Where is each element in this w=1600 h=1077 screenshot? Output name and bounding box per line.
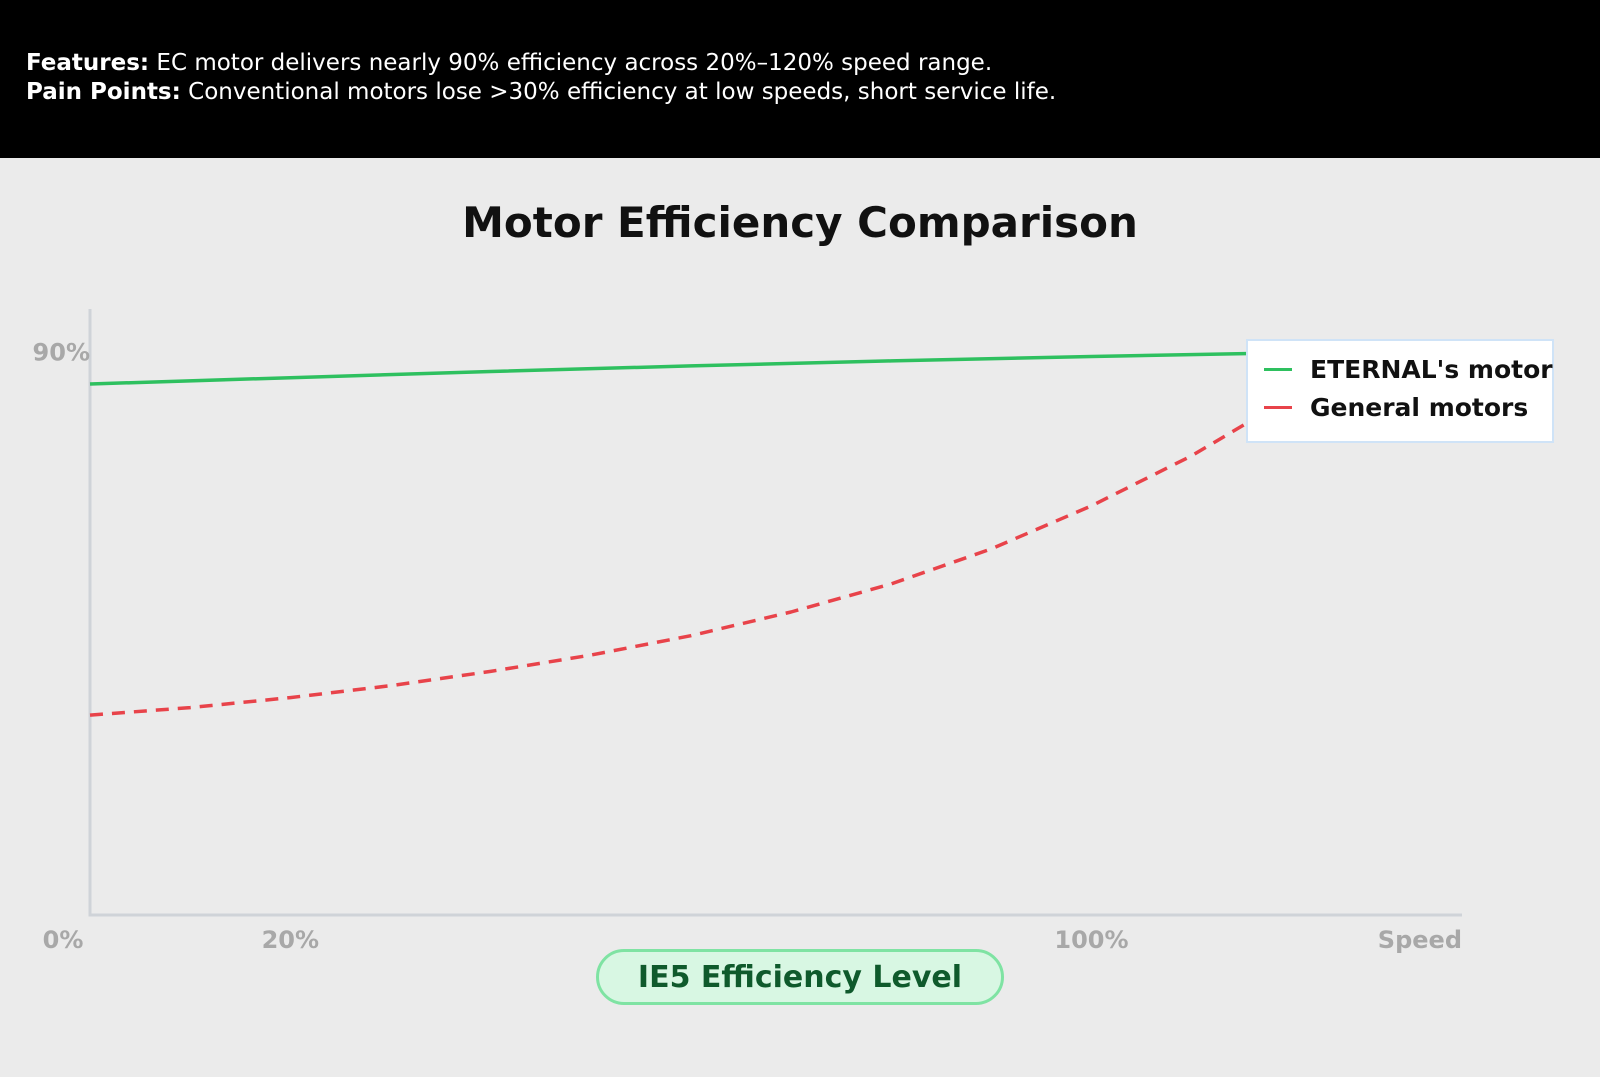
legend-swatch-eternal <box>1264 367 1292 371</box>
pain-points-label: Pain Points: <box>26 79 181 105</box>
pain-points-line: Pain Points: Conventional motors lose >3… <box>26 77 1056 107</box>
x-tick-label: 100% <box>1054 926 1128 954</box>
x-tick-label: 20% <box>262 926 319 954</box>
legend-swatch-general <box>1264 405 1292 409</box>
legend-label-general: General motors <box>1310 392 1529 422</box>
features-label: Features: <box>26 50 150 76</box>
x-axis-title: Speed <box>1378 926 1462 954</box>
features-line: Features: EC motor delivers nearly 90% e… <box>26 48 992 78</box>
ie5-efficiency-badge: IE5 Efficiency Level <box>596 949 1004 1005</box>
legend-item-general: General motors <box>1264 389 1528 425</box>
features-text: EC motor delivers nearly 90% efficiency … <box>149 50 993 76</box>
header-banner: Features: EC motor delivers nearly 90% e… <box>0 0 1600 158</box>
x-tick-label: 0% <box>43 926 84 954</box>
pain-points-text: Conventional motors lose >30% efficiency… <box>180 79 1057 105</box>
legend-item-eternal: ETERNAL's motor <box>1264 351 1553 387</box>
y-tick-label: 90% <box>33 339 90 367</box>
legend-label-eternal: ETERNAL's motor <box>1310 354 1553 384</box>
chart-legend: ETERNAL's motor General motors <box>1246 339 1554 443</box>
chart-title: Motor Efficiency Comparison <box>462 198 1138 247</box>
eternal-motor-line <box>89 350 1292 386</box>
general-motors-line <box>89 394 1293 717</box>
